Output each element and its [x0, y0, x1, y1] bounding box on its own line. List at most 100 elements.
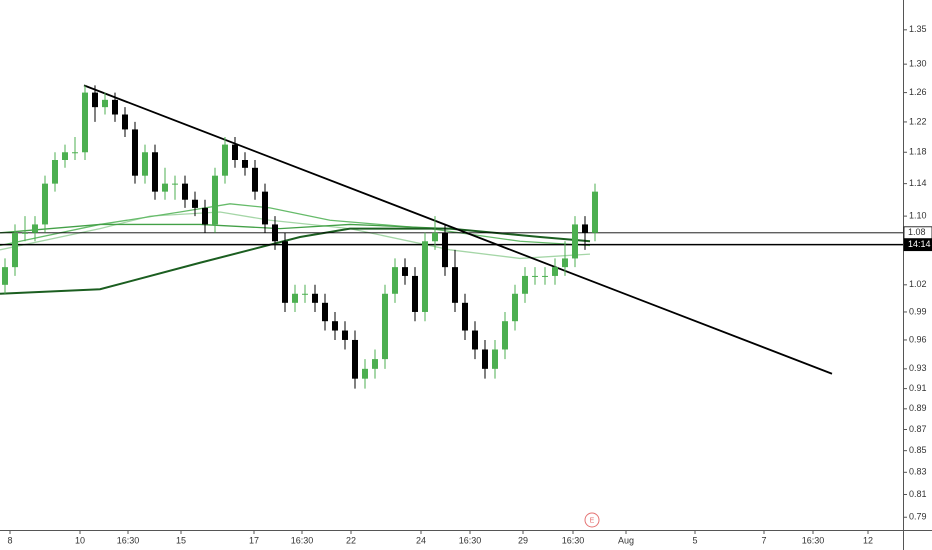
candle-body — [132, 129, 138, 176]
candle-body — [432, 232, 438, 242]
candle-body — [322, 302, 328, 322]
candle-body — [282, 241, 288, 303]
candle-body — [92, 92, 98, 108]
candle-body — [162, 183, 168, 192]
y-tick-label: 0.81 — [909, 489, 927, 499]
x-tick-label: 5 — [692, 535, 697, 545]
candle-body — [392, 267, 398, 294]
x-tick-label: 12 — [863, 535, 873, 545]
candle-body — [302, 293, 308, 295]
x-tick-label: 17 — [249, 535, 259, 545]
candle-body — [122, 114, 128, 130]
y-tick-label: 1.30 — [909, 59, 927, 69]
candle-body — [102, 99, 108, 108]
candle-body — [222, 144, 228, 176]
candle-body — [62, 152, 68, 160]
price-label: 14:14 — [908, 239, 931, 249]
candle-body — [112, 99, 118, 115]
x-tick-label: 22 — [346, 535, 356, 545]
y-tick-label: 0.83 — [909, 467, 927, 477]
x-tick-label: 29 — [518, 535, 528, 545]
candle-body — [32, 224, 38, 233]
candle-body — [332, 321, 338, 331]
x-tick-label: 16:30 — [802, 535, 825, 545]
candle-body — [482, 349, 488, 369]
candle-body — [562, 258, 568, 268]
candle-body — [52, 159, 58, 184]
candle-body — [192, 199, 198, 208]
candle-body — [312, 293, 318, 303]
x-tick-label: 16:30 — [459, 535, 482, 545]
candle-body — [2, 267, 8, 285]
candle-body — [82, 92, 88, 153]
candle-body — [592, 191, 598, 233]
candle-body — [172, 183, 178, 185]
candle-body — [12, 232, 18, 268]
x-tick-label: 10 — [75, 535, 85, 545]
candle-body — [412, 275, 418, 312]
y-tick-label: 0.85 — [909, 445, 927, 455]
candle-body — [532, 275, 538, 277]
x-tick-label: 8 — [7, 535, 12, 545]
candle-body — [442, 232, 448, 268]
y-tick-label: 1.26 — [909, 87, 927, 97]
price-label: 1.08 — [908, 227, 926, 237]
y-tick-label: 1.14 — [909, 178, 927, 188]
candle-body — [252, 167, 258, 192]
candle-body — [362, 368, 368, 379]
candle-body — [572, 224, 578, 259]
x-tick-label: 15 — [176, 535, 186, 545]
candle-body — [212, 175, 218, 225]
candle-body — [372, 359, 378, 369]
candle-body — [352, 339, 358, 379]
y-tick-label: 1.22 — [909, 116, 927, 126]
y-tick-label: 1.18 — [909, 147, 927, 157]
y-tick-label: 0.87 — [909, 424, 927, 434]
candle-body — [262, 191, 268, 225]
y-tick-label: 1.35 — [909, 24, 927, 34]
y-tick-label: 0.96 — [909, 334, 927, 344]
x-tick-label: 16:30 — [291, 535, 314, 545]
candle-body — [202, 207, 208, 225]
candle-body — [242, 159, 248, 168]
candle-body — [502, 321, 508, 350]
candle-body — [342, 330, 348, 340]
candle-body — [462, 302, 468, 331]
candle-body — [72, 152, 78, 154]
candle-body — [292, 293, 298, 303]
y-tick-label: 0.79 — [909, 512, 927, 522]
y-tick-label: 1.10 — [909, 210, 927, 220]
candle-body — [582, 224, 588, 233]
candle-body — [142, 152, 148, 176]
candle-body — [402, 267, 408, 276]
candle-body — [472, 330, 478, 350]
candle-body — [512, 293, 518, 322]
price-label-box — [903, 238, 932, 252]
candle-body — [232, 144, 238, 160]
candle-body — [42, 183, 48, 225]
candle-body — [152, 152, 158, 192]
candle-body — [492, 349, 498, 369]
y-tick-label: 0.89 — [909, 403, 927, 413]
x-tick-label: 24 — [416, 535, 426, 545]
event-label: E — [590, 517, 595, 524]
candle-body — [452, 267, 458, 303]
event-marker — [584, 512, 600, 528]
y-tick-label: 0.91 — [909, 383, 927, 393]
candle-body — [272, 224, 278, 242]
x-tick-label: 16:30 — [117, 535, 140, 545]
candle-body — [382, 293, 388, 360]
candle-body — [542, 275, 548, 277]
y-tick-label: 1.02 — [909, 279, 927, 289]
candle-body — [22, 232, 28, 234]
y-tick-label: 0.93 — [909, 363, 927, 373]
x-tick-label: Aug — [618, 535, 634, 545]
trend-line — [83, 84, 833, 375]
candle-body — [182, 183, 188, 200]
candle-body — [422, 241, 428, 312]
moving-average — [0, 203, 591, 247]
candle-body — [552, 267, 558, 276]
